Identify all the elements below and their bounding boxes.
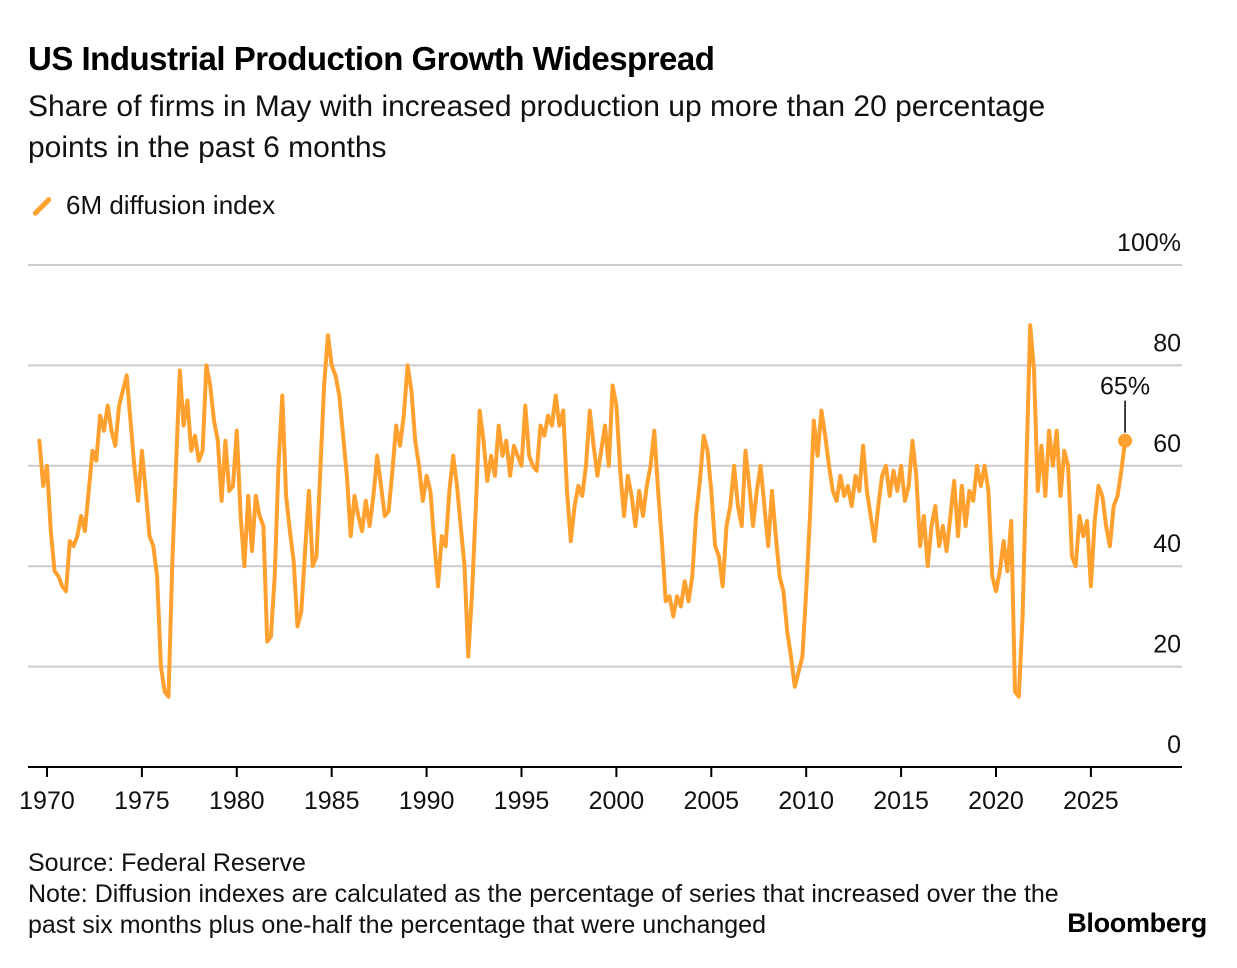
latest-value-label: 65% (1100, 373, 1150, 401)
x-tick-label-2000: 2000 (589, 787, 645, 815)
y-tick-label-100: 100% (1117, 229, 1181, 257)
x-tick-label-1975: 1975 (114, 787, 170, 815)
x-tick-label-2015: 2015 (873, 787, 929, 815)
x-tick-label-2010: 2010 (778, 787, 834, 815)
source-note: Source: Federal Reserve (28, 849, 306, 877)
legend-label: 6M diffusion index (66, 190, 276, 220)
x-tick-label-1980: 1980 (209, 787, 265, 815)
chart-title: US Industrial Production Growth Widespre… (28, 40, 715, 77)
line-chart: 0 20 40 60 80 100% 1970 1975 1980 1985 1990 1995 200… (19, 229, 1182, 815)
x-tick-label-1990: 1990 (399, 787, 455, 815)
y-tick-label-20: 20 (1153, 631, 1181, 659)
chart-subtitle: Share of firms in May with increased pro… (28, 90, 1046, 164)
x-tick-label-2025: 2025 (1063, 787, 1119, 815)
x-tick-label-1985: 1985 (304, 787, 360, 815)
bloomberg-logo: Bloomberg (1067, 908, 1207, 938)
footer: Source: Federal Reserve Note: Diffusion … (28, 848, 1068, 941)
series-line-0 (37, 323, 1128, 699)
methodology-note: Note: Diffusion indexes are calculated a… (28, 880, 1059, 939)
x-tick-label-2005: 2005 (683, 787, 739, 815)
legend: 6M diffusion index (28, 190, 275, 221)
legend-line-icon (28, 194, 52, 218)
x-tick-label-1970: 1970 (19, 787, 75, 815)
y-tick-label-0: 0 (1167, 731, 1181, 759)
latest-value-dot (1118, 433, 1133, 448)
y-tick-label-80: 80 (1153, 329, 1181, 357)
x-tick-label-1995: 1995 (494, 787, 550, 815)
y-tick-label-60: 60 (1153, 430, 1181, 458)
y-tick-label-40: 40 (1153, 530, 1181, 558)
x-tick-label-2020: 2020 (968, 787, 1024, 815)
